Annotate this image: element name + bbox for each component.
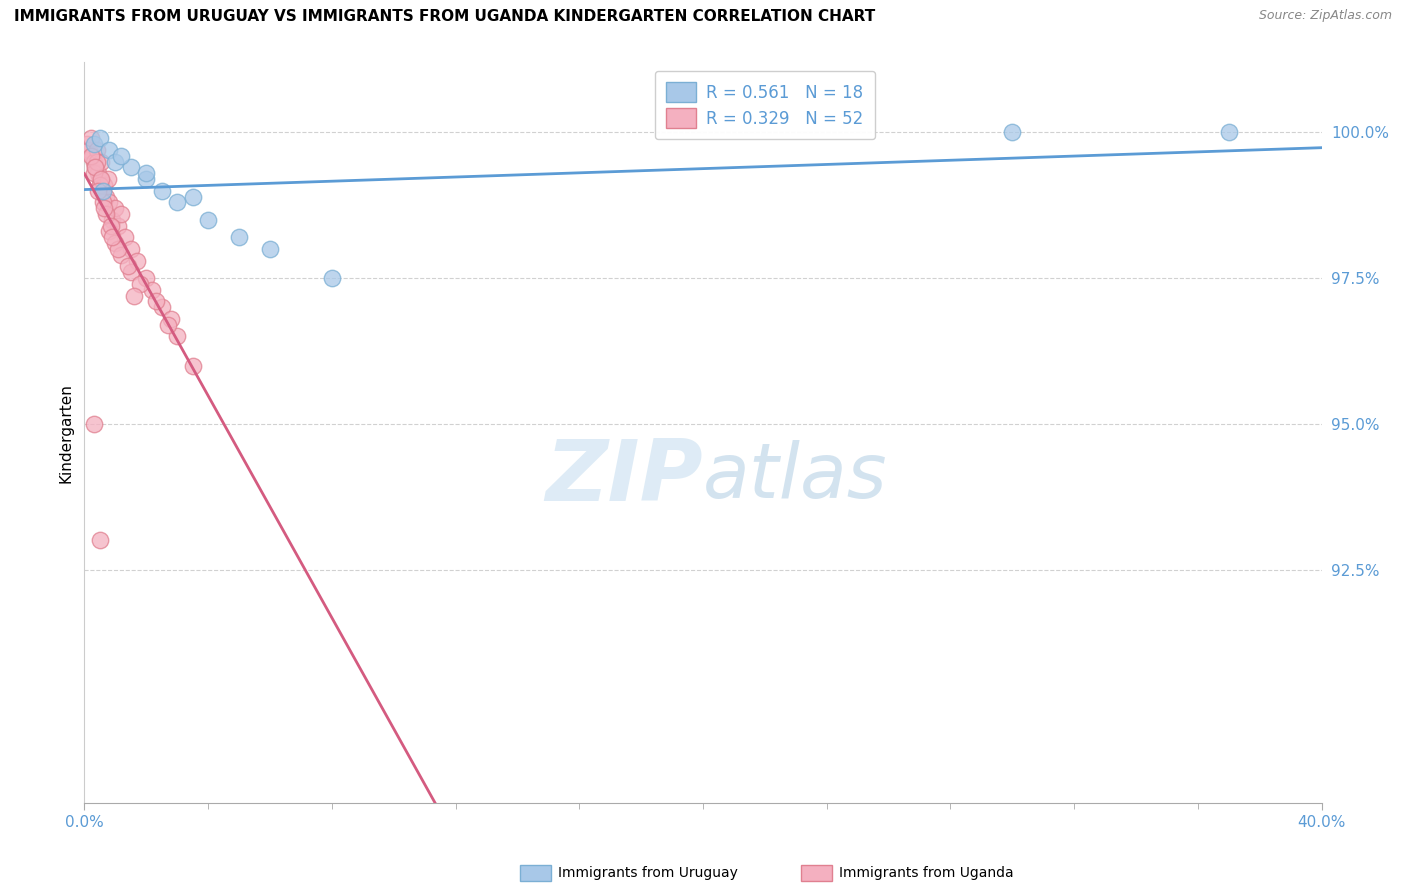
Point xyxy=(94,189,117,203)
Point xyxy=(89,178,111,192)
Point xyxy=(135,172,157,186)
Point xyxy=(94,207,117,221)
Point xyxy=(83,166,105,180)
Point xyxy=(228,230,250,244)
Point xyxy=(104,201,127,215)
Point xyxy=(93,178,115,192)
Point xyxy=(101,212,124,227)
Point xyxy=(87,184,110,198)
Point xyxy=(197,212,219,227)
Point xyxy=(1218,125,1240,139)
Point xyxy=(107,219,129,233)
Point xyxy=(98,143,121,157)
Point xyxy=(96,172,118,186)
Point xyxy=(82,149,104,163)
Text: ZIP: ZIP xyxy=(546,435,703,518)
Text: Immigrants from Uruguay: Immigrants from Uruguay xyxy=(558,866,738,880)
Point xyxy=(156,318,179,332)
Point xyxy=(91,184,114,198)
Point xyxy=(122,288,145,302)
Text: IMMIGRANTS FROM URUGUAY VS IMMIGRANTS FROM UGANDA KINDERGARTEN CORRELATION CHART: IMMIGRANTS FROM URUGUAY VS IMMIGRANTS FR… xyxy=(14,9,876,24)
Point xyxy=(89,172,111,186)
Point xyxy=(79,131,101,145)
Point xyxy=(101,230,124,244)
Point xyxy=(90,172,112,186)
Point xyxy=(93,201,115,215)
Point xyxy=(150,300,173,314)
Point xyxy=(135,166,157,180)
Point xyxy=(181,359,204,373)
Point xyxy=(110,207,132,221)
Point xyxy=(150,184,173,198)
Point xyxy=(110,248,132,262)
Point xyxy=(104,154,127,169)
Legend: R = 0.561   N = 18, R = 0.329   N = 52: R = 0.561 N = 18, R = 0.329 N = 52 xyxy=(655,70,875,139)
Point xyxy=(86,154,108,169)
Point xyxy=(87,166,110,180)
Point xyxy=(98,195,121,210)
Point xyxy=(166,329,188,343)
Point xyxy=(104,236,127,251)
Point xyxy=(91,195,114,210)
Point xyxy=(321,271,343,285)
Point xyxy=(125,253,148,268)
Point xyxy=(259,242,281,256)
Point xyxy=(181,189,204,203)
Point xyxy=(91,184,114,198)
Point xyxy=(84,161,107,175)
Point xyxy=(76,136,98,151)
Point xyxy=(145,294,167,309)
Point xyxy=(107,242,129,256)
Point xyxy=(84,161,107,175)
Text: atlas: atlas xyxy=(703,440,887,514)
Point xyxy=(89,533,111,548)
Point xyxy=(120,242,142,256)
Y-axis label: Kindergarten: Kindergarten xyxy=(58,383,73,483)
Point xyxy=(90,154,112,169)
Point xyxy=(166,195,188,210)
Point xyxy=(83,136,105,151)
Point xyxy=(100,219,122,233)
Point xyxy=(160,312,183,326)
Point xyxy=(110,149,132,163)
Point xyxy=(114,230,136,244)
Point xyxy=(83,154,105,169)
Text: Immigrants from Uganda: Immigrants from Uganda xyxy=(839,866,1014,880)
Point xyxy=(120,265,142,279)
Point xyxy=(77,143,100,157)
Text: Source: ZipAtlas.com: Source: ZipAtlas.com xyxy=(1258,9,1392,22)
Point xyxy=(141,283,163,297)
Point xyxy=(79,149,101,163)
Point xyxy=(83,417,105,431)
Point xyxy=(117,260,139,274)
Point xyxy=(89,131,111,145)
Point xyxy=(98,225,121,239)
Point xyxy=(120,161,142,175)
Point xyxy=(86,143,108,157)
Point xyxy=(129,277,152,291)
Point xyxy=(135,271,157,285)
Point xyxy=(1001,125,1024,139)
